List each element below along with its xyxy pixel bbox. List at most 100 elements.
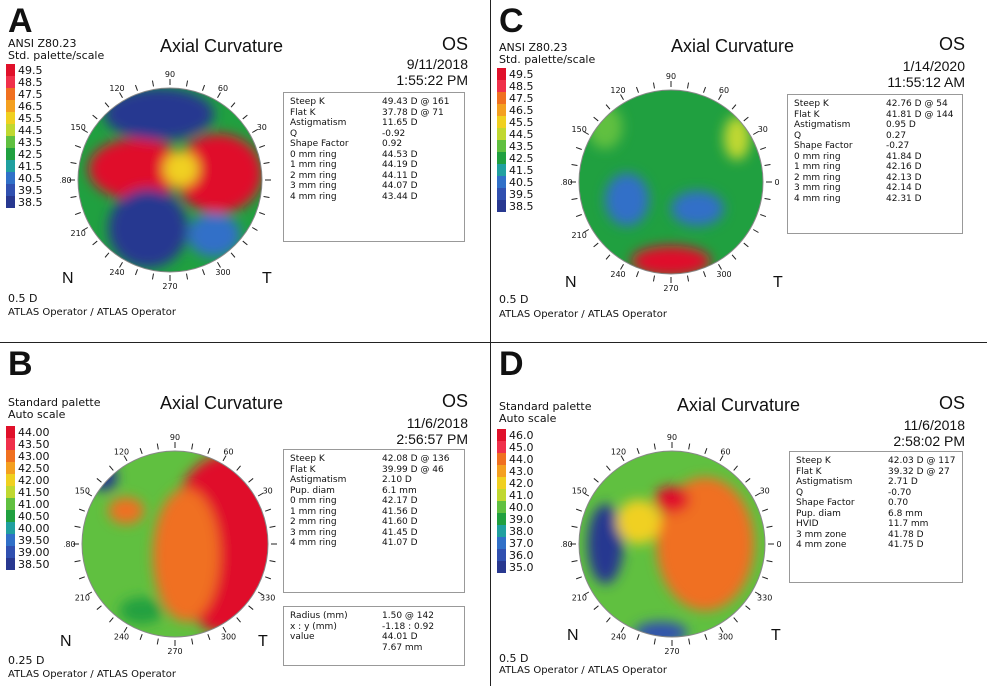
angle-tick [688,638,691,645]
angle-tick [766,560,773,563]
angle-tick [82,129,88,133]
scale-swatch [6,462,15,474]
stat-value: 43.44 D [382,191,418,202]
angle-tick [230,102,236,108]
scale-swatch [497,164,506,176]
stat-value: 41.84 D [886,151,922,162]
stat-value: 41.45 D [382,527,418,538]
scale-swatch [6,486,15,498]
scale-value: 40.5 [509,175,534,189]
angle-label: 0 [776,540,781,549]
angle-tick [248,478,254,483]
angle-tick [754,492,761,497]
stat-label: 1 mm ring [290,160,337,170]
scale-swatch [497,80,506,92]
map-outline [81,450,269,638]
stat-row: Q -0.70 [796,488,956,499]
scale-value: 36.0 [509,548,534,562]
angle-tick [635,86,639,93]
angle-tick [156,638,159,645]
curvature-map[interactable]: 90 60 30 120 150 180 210 240 270 300 [56,70,280,291]
stat-row: Q 0.27 [794,131,956,142]
scale-row: 48.5 [6,76,58,89]
scale-row: 43.50 [6,438,58,451]
curvature-zone [616,499,661,544]
angle-tick [704,634,708,641]
angle-label: 30 [760,487,770,496]
angle-tick [760,146,767,150]
stat-row: 3 mm ring 42.14 D [794,183,956,194]
stat-label: 4 mm ring [290,538,337,548]
stat-label: Shape Factor [794,141,853,151]
scale-swatch [497,477,506,489]
angle-tick [731,254,737,260]
stat-row: 2 mm ring 42.13 D [794,173,956,184]
map-title: Axial Curvature [671,36,795,56]
curvature-zone [723,116,751,160]
stat-row: value 44.01 D [290,632,458,643]
stat-value: 41.81 D @ 144 [886,109,954,120]
angle-label: 300 [716,270,731,279]
angle-tick [571,163,578,166]
angle-tick [687,275,690,282]
palette-sublabel: Auto scale [8,408,66,421]
angle-tick [703,86,707,93]
stat-value: 11.65 D [382,118,418,128]
map-outline [578,89,764,275]
exam-date: 1/14/2020 [902,58,965,74]
scale-row: 44.5 [6,124,58,137]
scale-value: 41.5 [509,163,534,177]
stat-row: 3 mm ring 41.45 D [290,528,458,539]
angle-tick [74,212,81,216]
map-canvas: 9060300120150180210240270300 [557,72,779,293]
stat-label: 3 mm zone [796,529,847,540]
curvature-zone [152,488,220,622]
panel-letter: B [8,345,33,383]
keratometry-stats: Steep K 42.03 D @ 117 Flat K 39.32 D @ 27 As… [789,451,963,583]
angle-label: 270 [162,282,177,290]
angle-tick [119,262,123,268]
stat-row: 7.67 mm [290,643,458,654]
scale-value: 42.0 [509,476,534,490]
scale-value: 38.0 [509,524,534,538]
stat-row: 4 mm zone 41.75 D [796,540,956,551]
scale-value: 42.50 [18,461,50,475]
angle-tick [762,576,769,580]
map-title: Axial Curvature [160,36,284,56]
angle-label: 60 [218,84,228,93]
angle-tick [252,129,258,133]
stat-value: 44.11 D [382,170,418,181]
scale-value: 44.00 [18,425,50,439]
stat-label: Shape Factor [290,139,349,149]
angle-label: 60 [719,86,729,95]
angle-tick [653,638,656,645]
curvature-map[interactable]: 9060300120150180210240270300330 [557,433,783,656]
stat-label: Astigmatism [290,475,347,485]
angle-label: 210 [572,231,587,240]
scale-swatch [6,426,15,438]
scale-value: 44.5 [509,127,534,141]
angle-label: 30 [263,487,273,496]
palette-sublabel: Std. palette/scale [8,49,105,62]
scale-swatch [497,152,506,164]
stat-value: 44.19 D [382,160,418,170]
angle-tick [119,92,123,98]
angle-label: 90 [666,72,676,81]
angle-tick [191,638,194,645]
scale-row: 41.5 [497,163,549,177]
angle-tick [248,605,254,610]
angle-tick [593,242,599,248]
scale-row: 43.0 [497,465,549,478]
angle-tick [207,447,211,454]
stat-value: 42.16 D [886,162,922,172]
scale-swatch [497,537,506,549]
angle-tick [92,240,98,246]
stat-row: 4 mm ring 42.31 D [794,194,956,205]
stat-value: 42.03 D @ 117 [888,456,956,466]
stat-label: 0 mm ring [794,151,841,162]
curvature-map[interactable]: 90 60 30 120 150 180 210 240 270 300 330 [60,433,286,656]
stat-label: Astigmatism [290,118,347,128]
angle-label: 150 [572,487,587,496]
scale-row: 39.5 [497,188,549,201]
curvature-map[interactable]: 9060300120150180210240270300 [557,72,781,293]
